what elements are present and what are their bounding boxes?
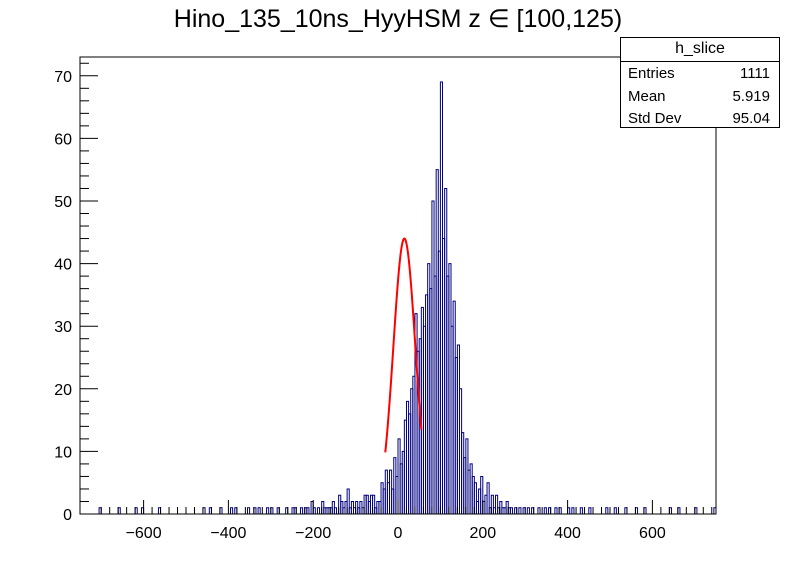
stats-entries-value: 1111 xyxy=(739,65,770,82)
axes: −600 −400 −200 0 200 400 600 0 10 20 30 40 50 60 70 xyxy=(54,56,717,542)
x-tick-label: 0 xyxy=(394,525,403,542)
histogram-bin xyxy=(526,507,530,514)
y-tick-label: 10 xyxy=(54,444,72,461)
y-tick-label: 0 xyxy=(63,507,72,524)
histogram-bin xyxy=(579,507,583,514)
histogram-bin xyxy=(537,507,541,514)
y-tick-label: 60 xyxy=(54,131,72,148)
histogram-series xyxy=(80,81,717,515)
x-tick-label: −400 xyxy=(210,525,246,542)
stats-mean-value: 5.919 xyxy=(732,87,770,105)
histogram-bin xyxy=(480,475,484,514)
y-tick-label: 20 xyxy=(54,382,72,399)
y-tick-label: 40 xyxy=(54,257,72,274)
histogram-bin xyxy=(299,507,304,514)
histogram-bin xyxy=(490,494,494,514)
y-tick-label: 50 xyxy=(54,194,72,211)
x-tick-label: −200 xyxy=(295,525,331,542)
histogram-bin xyxy=(571,507,575,514)
stats-row-stddev: Std Dev 95.04 xyxy=(621,107,779,130)
histogram-bin xyxy=(588,507,592,514)
stats-stddev-label: Std Dev xyxy=(628,110,682,127)
histogram-bin xyxy=(346,488,350,514)
stats-title: h_slice xyxy=(621,38,779,62)
x-tick-label: 400 xyxy=(554,525,581,542)
histogram-bin xyxy=(543,507,547,514)
histogram-bin xyxy=(554,507,558,514)
y-tick-label: 30 xyxy=(54,319,72,336)
stats-entries-label: Entries xyxy=(628,65,675,82)
histogram-bin xyxy=(509,507,513,514)
histogram-bin xyxy=(246,507,251,514)
x-tick-label: 600 xyxy=(639,525,666,542)
histogram-bin xyxy=(333,507,338,514)
y-tick-label: 70 xyxy=(54,69,72,86)
stats-row-mean: Mean 5.919 xyxy=(621,85,779,108)
histogram-bin xyxy=(605,507,609,514)
histogram-bin xyxy=(306,507,310,514)
plot-title: Hino_135_10ns_HyyHSM z ∈ [100,125) xyxy=(173,5,623,33)
histogram-bin xyxy=(486,482,490,514)
histogram-bin xyxy=(266,507,270,514)
histogram-bin xyxy=(518,507,522,514)
histogram-bin xyxy=(372,494,376,514)
stats-box: h_slice Entries 1111 Mean 5.919 Std Dev … xyxy=(620,37,780,128)
histogram-bin xyxy=(257,507,261,514)
histogram-bin xyxy=(613,507,617,514)
x-tick-label: 200 xyxy=(469,525,496,542)
stats-stddev-value: 95.04 xyxy=(732,110,770,127)
gaussian-fit-curve xyxy=(384,237,423,453)
x-tick-label: −600 xyxy=(126,525,162,542)
histogram-bin xyxy=(495,494,499,514)
histogram-bin xyxy=(473,482,477,514)
stats-mean-label: Mean xyxy=(628,87,666,105)
stats-row-entries: Entries 1111 xyxy=(621,62,779,85)
histogram-bin xyxy=(316,507,321,514)
histogram-bin xyxy=(230,507,234,514)
fit-curve-layer xyxy=(384,237,423,453)
